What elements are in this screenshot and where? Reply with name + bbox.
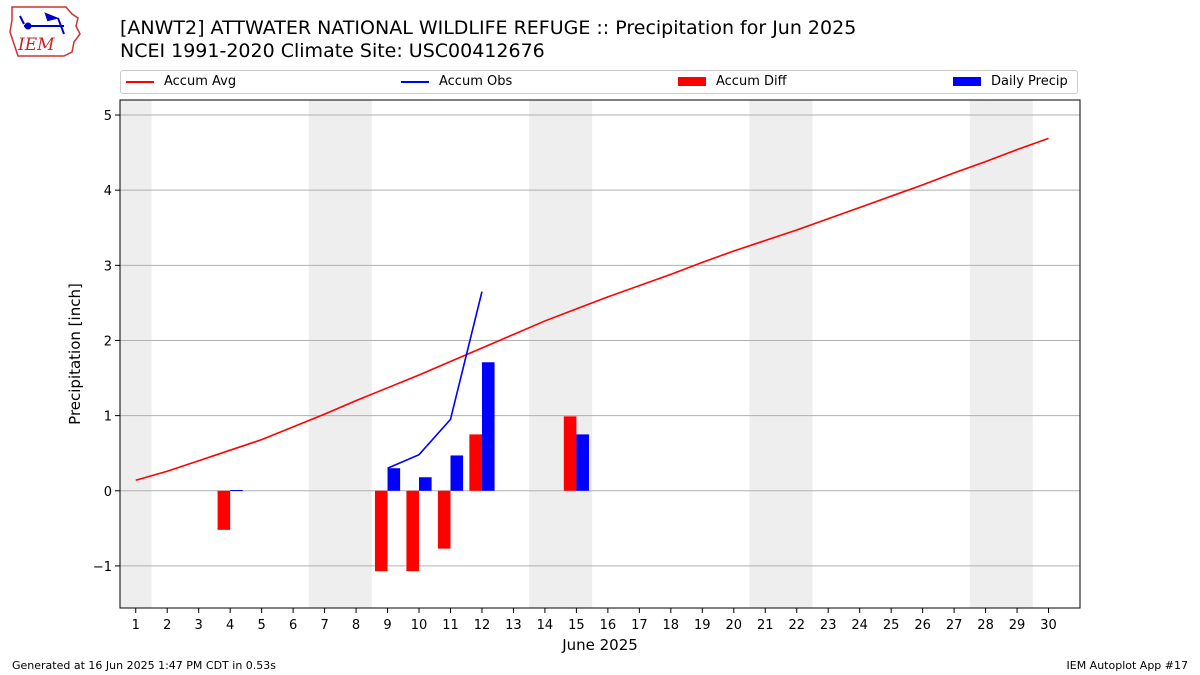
weekend-band-3: [749, 100, 813, 608]
legend-swatch-accum-obs: [401, 80, 429, 83]
x-tick-label-9: 10: [411, 618, 428, 633]
x-tick-label-25: 26: [914, 618, 931, 633]
iem-logo: IEM: [9, 6, 81, 57]
x-tick-label-22: 23: [820, 618, 837, 633]
daily-precip-bar-11: [450, 455, 464, 491]
x-tick-label-21: 22: [788, 618, 805, 633]
legend-label-accum-diff: Accum Diff: [716, 74, 787, 89]
y-tick-label-4: 3: [104, 259, 112, 274]
x-tick-label-5: 6: [289, 618, 297, 633]
daily-precip-bar-4: [230, 490, 243, 492]
y-tick-label-5: 4: [104, 184, 112, 199]
x-tick-label-28: 29: [1009, 618, 1026, 633]
x-tick-label-27: 28: [977, 618, 994, 633]
iowa-outline-icon: [9, 6, 81, 57]
x-tick-label-26: 27: [946, 618, 963, 633]
x-tick-label-7: 8: [352, 618, 360, 633]
generated-timestamp: Generated at 16 Jun 2025 1:47 PM CDT in …: [12, 659, 277, 672]
x-tick-label-4: 5: [257, 618, 265, 633]
legend-item-accum-diff: Accum Diff: [678, 74, 787, 89]
accum-diff-bar-15: [563, 416, 577, 491]
x-axis-ticks: 1 2 3 4 5 6 7 8 9 10 11 12 13 14 15 16 17 18 19 20 21 22 23 24 2…: [132, 608, 1057, 633]
accum-obs-line: [387, 291, 483, 469]
x-tick-label-15: 16: [600, 618, 617, 633]
x-tick-label-1: 2: [163, 618, 171, 633]
x-tick-label-2: 3: [195, 618, 203, 633]
x-tick-label-6: 7: [320, 618, 328, 633]
weekend-band-1: [308, 100, 372, 608]
legend-item-accum-avg: Accum Avg: [126, 74, 236, 89]
x-tick-label-0: 1: [132, 618, 140, 633]
x-tick-label-3: 4: [226, 618, 234, 633]
weekend-band-2: [529, 100, 593, 608]
app-credit: IEM Autoplot App #17: [1066, 659, 1189, 672]
x-tick-label-11: 12: [474, 618, 491, 633]
plot-frame: [119, 99, 1081, 609]
bars: [217, 362, 589, 572]
chart-subtitle: NCEI 1991-2020 Climate Site: USC00412676: [120, 40, 545, 62]
daily-precip-bar-9: [387, 468, 401, 491]
chart-title: [ANWT2] ATTWATER NATIONAL WILDLIFE REFUG…: [120, 17, 857, 39]
x-tick-label-16: 17: [631, 618, 648, 633]
weekend-band-0: [120, 100, 152, 608]
y-tick-label-1: 0: [104, 485, 112, 500]
y-axis-label: Precipitation [inch]: [66, 283, 84, 425]
x-tick-label-20: 21: [757, 618, 774, 633]
x-tick-label-29: 30: [1040, 618, 1057, 633]
legend-swatch-accum-diff: [678, 77, 706, 86]
accum-diff-bar-11: [437, 490, 451, 549]
daily-precip-bar-10: [419, 477, 432, 491]
accum-diff-bar-4: [217, 490, 231, 530]
legend-label-daily-precip: Daily Precip: [991, 74, 1068, 89]
y-axis-ticks: −1 0 1 2 3 4 5: [93, 109, 120, 575]
daily-precip-bar-12: [481, 362, 495, 491]
logo-text: IEM: [17, 35, 55, 55]
weekend-bands: [120, 100, 1033, 608]
x-tick-label-8: 9: [383, 618, 391, 633]
x-tick-label-12: 13: [505, 618, 522, 633]
y-tick-label-6: 5: [104, 109, 112, 124]
accum-avg-line: [135, 137, 1049, 482]
x-axis-label: June 2025: [561, 636, 638, 654]
legend-label-accum-avg: Accum Avg: [164, 74, 237, 89]
legend-swatch-accum-avg: [126, 80, 154, 83]
x-tick-label-24: 25: [883, 618, 900, 633]
y-tick-label-2: 1: [104, 410, 112, 425]
daily-precip-bar-15: [576, 434, 589, 491]
y-tick-label-3: 2: [104, 334, 112, 349]
grid-lines: [120, 114, 1080, 567]
legend-label-accum-obs: Accum Obs: [439, 74, 513, 89]
x-tick-label-10: 11: [442, 618, 459, 633]
accum-diff-bar-10: [406, 490, 420, 572]
legend-item-accum-obs: Accum Obs: [401, 74, 512, 89]
accum-diff-bar-12: [469, 434, 482, 491]
x-tick-label-19: 20: [725, 618, 742, 633]
weekend-band-4: [969, 100, 1033, 608]
x-tick-label-17: 18: [663, 618, 680, 633]
legend-item-daily-precip: Daily Precip: [953, 74, 1068, 89]
accum-diff-bar-9: [374, 490, 388, 572]
legend-swatch-daily-precip: [953, 77, 981, 86]
x-tick-label-23: 24: [851, 618, 868, 633]
x-tick-label-14: 15: [568, 618, 585, 633]
series-lines: [135, 137, 1049, 482]
legend: Accum Avg Accum Obs Accum Diff Daily Pre…: [120, 70, 1078, 94]
y-tick-label-0: −1: [93, 560, 112, 575]
x-tick-label-13: 14: [537, 618, 554, 633]
x-tick-label-18: 19: [694, 618, 711, 633]
weather-station-icon: [19, 12, 65, 35]
